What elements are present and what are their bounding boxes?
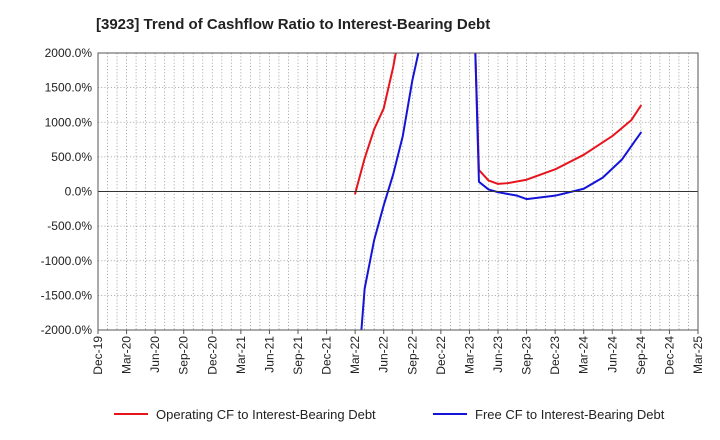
- x-tick-label: Dec-23: [548, 336, 562, 375]
- x-tick-label: Jun-23: [491, 336, 505, 373]
- x-tick-label: Dec-22: [434, 336, 448, 375]
- x-tick-label: Mar-23: [462, 336, 476, 374]
- x-tick-label: Jun-20: [148, 336, 162, 373]
- y-tick-label: 0.0%: [65, 185, 93, 199]
- x-tick-label: Mar-22: [348, 336, 362, 374]
- x-tick-label: Dec-20: [205, 336, 219, 375]
- series-line-free-cf: [360, 53, 642, 330]
- legend-label: Free CF to Interest-Bearing Debt: [475, 407, 665, 422]
- y-tick-label: -1000.0%: [41, 254, 93, 268]
- x-tick-label: Jun-24: [605, 336, 619, 373]
- x-tick-label: Jun-21: [262, 336, 276, 373]
- x-tick-label: Mar-20: [120, 336, 134, 374]
- x-tick-label: Dec-19: [91, 336, 105, 375]
- x-tick-label: Mar-25: [691, 336, 705, 374]
- x-tick-label: Sep-24: [634, 336, 648, 375]
- y-tick-label: -1500.0%: [41, 288, 93, 302]
- x-tick-label: Sep-22: [405, 336, 419, 375]
- x-tick-label: Jun-22: [377, 336, 391, 373]
- axis-layer: [97, 52, 699, 334]
- y-tick-labels: 2000.0% 1500.0% 1000.0% 500.0% 0.0% -500.0% -1…: [41, 46, 93, 337]
- y-tick-label: -2000.0%: [41, 323, 93, 337]
- y-tick-label: 1000.0%: [45, 115, 93, 129]
- chart-title: [3923] Trend of Cashflow Ratio to Intere…: [96, 16, 491, 33]
- plot-border: [97, 52, 699, 331]
- x-tick-label: Mar-21: [234, 336, 248, 374]
- legend: Operating CF to Interest-Bearing Debt Fre…: [114, 407, 665, 422]
- y-tick-label: 500.0%: [51, 150, 92, 164]
- series-line-operating-cf: [354, 53, 642, 195]
- x-tick-label: Dec-24: [662, 336, 676, 375]
- x-tick-label: Sep-21: [291, 336, 305, 375]
- x-tick-label: Sep-23: [520, 336, 534, 375]
- x-tick-label: Dec-21: [320, 336, 334, 375]
- y-tick-label: 2000.0%: [45, 46, 93, 60]
- series-layer: [354, 53, 642, 330]
- x-tick-label: Sep-20: [177, 336, 191, 375]
- y-tick-label: -500.0%: [47, 219, 92, 233]
- y-tick-label: 1500.0%: [45, 81, 93, 95]
- x-tick-labels: Dec-19 Mar-20 Jun-20 Sep-20 Dec-20 Mar-21 Jun-…: [91, 336, 705, 375]
- x-tick-label: Mar-24: [577, 336, 591, 374]
- legend-label: Operating CF to Interest-Bearing Debt: [156, 407, 376, 422]
